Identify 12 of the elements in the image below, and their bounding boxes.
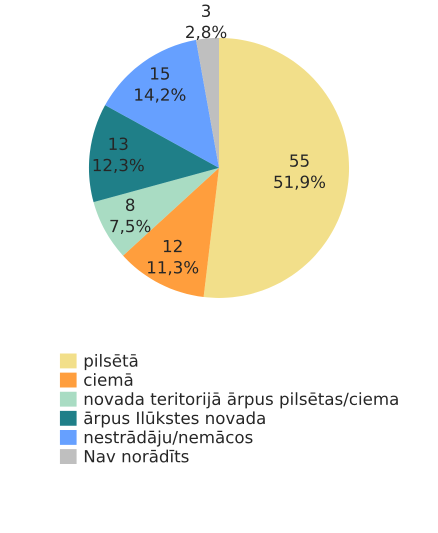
data-label: 3 2,8% [186, 4, 226, 40]
legend-label: pilsētā [84, 354, 138, 370]
legend-label: ciemā [84, 373, 132, 386]
data-label: 12 11,3% [148, 240, 198, 276]
legend-label: novada teritorijā ārpus pilsētas/ciema [84, 392, 398, 408]
legend-label: Nav norādīts [84, 450, 189, 463]
data-label: 55 51,9% [274, 154, 326, 190]
data-label: 13 12,3% [94, 138, 144, 174]
legend-label: nestrādāju/nemācos [84, 430, 252, 447]
data-label: 8 7,5% [110, 198, 150, 234]
legend-label: ārpus Ilūkstes novada [84, 411, 265, 428]
data-label: 15 14,2% [135, 67, 186, 103]
